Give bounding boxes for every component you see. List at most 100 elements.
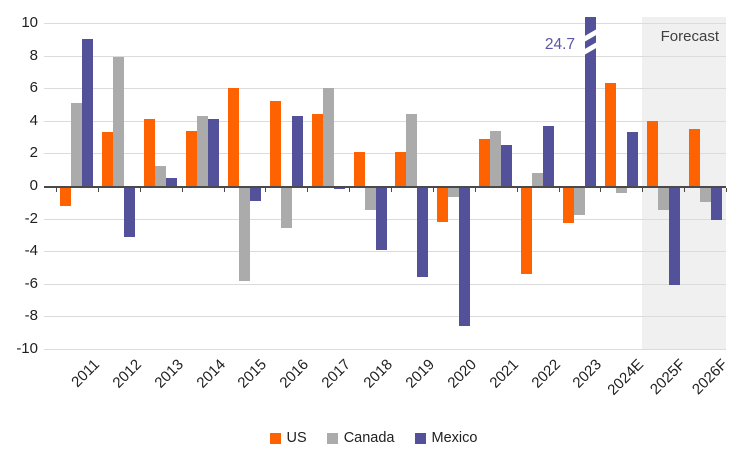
bar-us-2024E [604,83,616,186]
bar-us-2021 [479,138,491,186]
legend-label: Mexico [431,430,478,446]
legend-item: US [269,430,307,446]
bar-mexico-2014 [208,119,220,186]
x-axis-tick-label: 2020 [444,356,480,392]
x-axis-tick [223,188,225,192]
y-axis-tick-label: 2 [29,144,38,162]
x-axis-tick-label: 2026F [688,356,732,399]
y-axis-tick-label: -10 [16,340,38,357]
bar-mexico-2019 [417,186,429,278]
bar-mexico-2026F [710,186,722,221]
x-axis-tick [265,188,267,192]
bar-us-2017 [311,114,323,186]
x-axis-tick-label: 2019 [402,356,438,392]
y-axis-tick-label: 6 [29,79,38,97]
legend-label: US [286,430,307,446]
y-axis-tick-label: -6 [24,274,38,292]
x-axis-tick [432,188,434,192]
bar-us-2016 [269,101,281,186]
bar-us-2022 [521,186,533,275]
gridline [44,55,726,57]
x-axis-tick [516,188,518,192]
bar-mexico-2023 [584,17,596,186]
y-axis-tick-label: -8 [24,307,38,325]
bar-canada-2016 [280,186,292,229]
legend-label: Canada [343,430,395,446]
bar-mexico-2022 [543,125,555,186]
x-axis-tick [474,188,476,192]
bar-us-2026F [688,128,700,186]
bar-canada-2022 [532,172,544,186]
y-axis-tick-label: -4 [24,242,38,260]
bar-mexico-2011 [82,39,94,186]
bar-us-2025F [646,120,658,186]
bar-us-2018 [353,151,365,186]
bar-canada-2018 [364,186,376,211]
x-axis-tick-label: 2013 [151,356,187,392]
x-axis-tick-label: 2017 [318,356,355,392]
x-axis-tick-label: 2018 [360,356,397,392]
bar-canada-2019 [406,114,418,186]
x-axis-tick [307,188,309,192]
x-axis-tick [600,188,602,192]
x-axis-tick [139,188,141,192]
bar-mexico-2024E [626,132,638,186]
legend-item: Mexico [414,430,478,446]
x-axis-tick-label: 2022 [527,356,564,392]
gridline [44,283,726,285]
bar-us-2015 [227,88,239,186]
x-axis-tick-label: 2021 [486,356,522,392]
bar-us-2014 [186,130,198,186]
zero-axis-line [44,186,726,188]
plot-area: Forecast 24.7 [44,17,727,350]
y-axis-tick-label: 4 [29,111,38,129]
x-axis-tick [391,188,392,192]
bar-us-2012 [102,132,114,186]
bar-mexico-2012 [124,186,136,237]
x-axis-tick [642,188,644,192]
gridline [44,88,726,90]
legend: US Canada Mexico [0,430,747,446]
bar-mexico-2018 [375,186,387,250]
legend-swatch-mexico [414,432,426,444]
legend-item: Canada [326,430,395,446]
bar-canada-2021 [490,130,502,186]
forecast-label: Forecast [660,28,719,45]
x-axis: 2011 2012 2013 2014 2015 2016 2017 2018 2019 2020… [44,352,731,418]
gridline [44,23,726,24]
bar-canada-2026F [699,186,711,203]
gridline [44,349,726,350]
bar-mexico-2020 [459,186,471,327]
y-axis-tick-label: 8 [29,46,38,64]
gridline [44,251,726,253]
gridline [44,153,726,155]
bar-us-2013 [144,119,156,186]
bar-us-2020 [437,186,449,222]
bar-canada-2012 [113,57,125,186]
bar-mexico-2013 [166,177,178,186]
bar-canada-2020 [448,186,460,198]
y-axis-tick-label: 0 [29,177,38,194]
gridline [44,316,726,318]
bar-mexico-2016 [291,115,303,186]
bar-us-2011 [60,186,72,206]
bar-canada-2015 [238,186,250,281]
bar-us-2023 [562,186,574,224]
clipped-bar-value-label: 24.7 [544,36,575,53]
bar-canada-2023 [573,186,585,216]
bar-mexico-2021 [501,145,513,186]
x-axis-tick-label: 2011 [68,356,103,391]
bar-canada-2025F [657,186,669,211]
bar-mexico-2025F [668,186,680,286]
x-axis-tick-label: 2012 [109,356,145,392]
x-axis-tick-label: 2015 [234,356,271,392]
bar-mexico-2015 [249,186,261,201]
legend-swatch-us [269,432,281,444]
y-axis-tick-label: -2 [24,209,38,227]
bar-canada-2024E [615,186,627,193]
x-axis-tick [97,188,99,192]
x-axis-tick [349,188,351,192]
bar-canada-2017 [322,88,334,186]
x-axis-tick-label: 2023 [569,356,606,392]
